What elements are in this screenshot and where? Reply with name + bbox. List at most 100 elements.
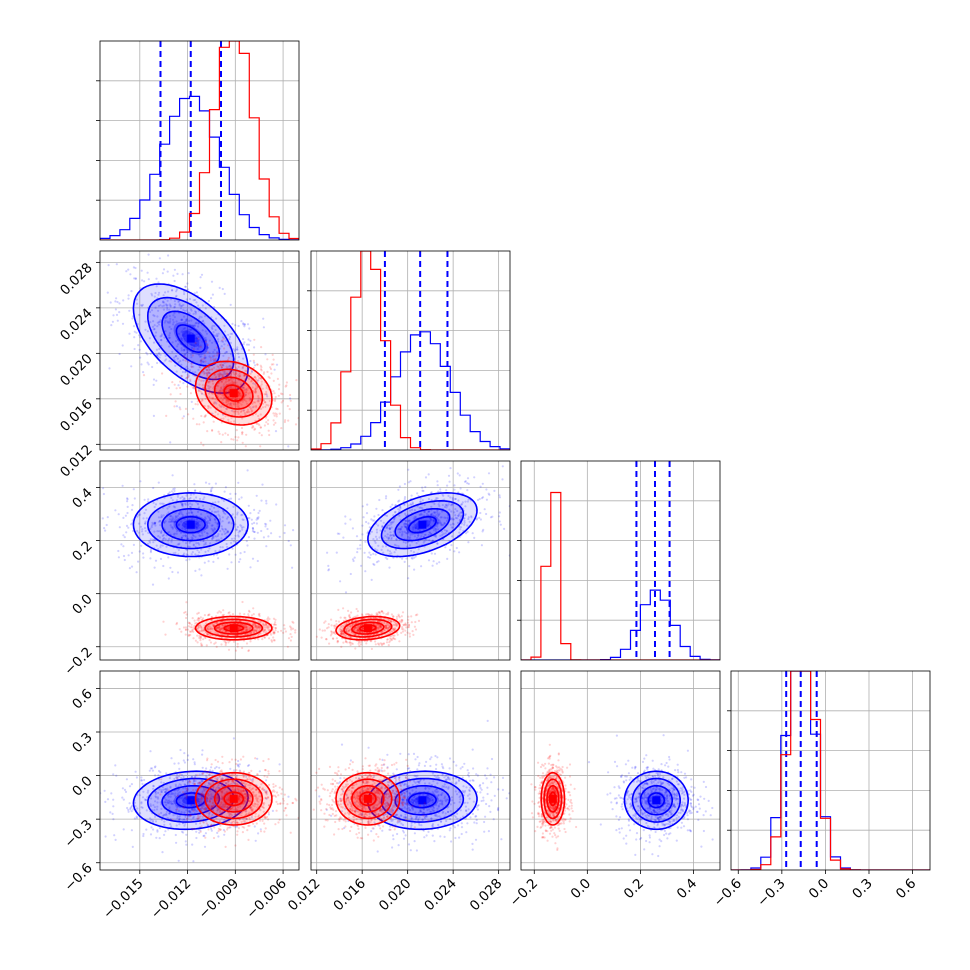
scatter-point bbox=[405, 526, 408, 529]
scatter-point bbox=[207, 371, 210, 374]
scatter-point bbox=[463, 480, 467, 483]
scatter-point bbox=[227, 418, 230, 421]
scatter-point bbox=[467, 498, 470, 501]
scatter-point bbox=[225, 528, 228, 531]
scatter-point bbox=[354, 622, 357, 625]
scatter-point bbox=[158, 320, 162, 324]
scatter-point bbox=[387, 626, 390, 629]
scatter-point bbox=[378, 625, 381, 628]
scatter-point bbox=[191, 537, 194, 540]
scatter-point bbox=[272, 632, 275, 635]
scatter-point bbox=[161, 305, 164, 308]
scatter-point bbox=[210, 827, 213, 830]
scatter-point bbox=[202, 421, 205, 424]
scatter-point bbox=[161, 372, 164, 375]
scatter-point bbox=[271, 353, 274, 356]
scatter-point bbox=[401, 611, 405, 614]
scatter-point bbox=[180, 304, 184, 307]
scatter-point bbox=[212, 387, 215, 390]
scatter-point bbox=[186, 549, 189, 552]
scatter-point bbox=[160, 338, 163, 342]
scatter-point bbox=[163, 823, 166, 826]
scatter-point bbox=[392, 628, 395, 631]
scatter-point bbox=[176, 793, 179, 796]
scatter-point bbox=[172, 792, 175, 795]
scatter-point bbox=[383, 629, 386, 632]
scatter-point bbox=[397, 500, 400, 503]
scatter-point bbox=[165, 803, 168, 806]
scatter-point bbox=[387, 644, 390, 647]
scatter-point bbox=[273, 399, 277, 403]
scatter-point bbox=[179, 307, 183, 310]
scatter-point bbox=[190, 356, 193, 359]
density-peak bbox=[363, 624, 372, 633]
scatter-point bbox=[360, 640, 363, 643]
scatter-point bbox=[173, 532, 176, 535]
scatter-point bbox=[344, 640, 347, 643]
scatter-point bbox=[95, 314, 97, 316]
scatter-point bbox=[213, 517, 216, 521]
scatter-point bbox=[404, 519, 407, 522]
scatter-point bbox=[388, 631, 391, 634]
scatter-point bbox=[354, 626, 357, 630]
scatter-point bbox=[254, 391, 257, 394]
scatter-point bbox=[175, 288, 178, 291]
scatter-point bbox=[210, 391, 213, 394]
scatter-point bbox=[144, 508, 148, 511]
scatter-point bbox=[229, 403, 232, 406]
scatter-point bbox=[198, 339, 201, 342]
scatter-point bbox=[229, 822, 233, 825]
scatter-point bbox=[237, 626, 241, 629]
scatter-point bbox=[481, 496, 485, 499]
scatter-point bbox=[459, 526, 463, 529]
scatter-point bbox=[184, 330, 187, 334]
scatter-point bbox=[211, 392, 214, 395]
scatter-point bbox=[125, 778, 128, 781]
scatter-point bbox=[290, 626, 293, 629]
scatter-point bbox=[157, 293, 160, 296]
scatter-point bbox=[209, 406, 212, 409]
scatter-point bbox=[272, 626, 275, 629]
scatter-point bbox=[434, 530, 438, 533]
scatter-point bbox=[137, 344, 140, 347]
scatter-point bbox=[356, 547, 359, 550]
scatter-point bbox=[216, 626, 219, 629]
scatter-point bbox=[126, 511, 129, 515]
scatter-point bbox=[388, 527, 391, 530]
scatter-point bbox=[218, 352, 221, 355]
scatter-point bbox=[156, 830, 159, 833]
scatter-point bbox=[221, 624, 224, 627]
scatter-point bbox=[238, 560, 241, 563]
scatter-point bbox=[177, 762, 180, 765]
scatter-point bbox=[127, 554, 130, 557]
scatter-point bbox=[182, 534, 185, 537]
scatter-point bbox=[448, 508, 451, 511]
scatter-point bbox=[413, 568, 416, 571]
scatter-point bbox=[185, 616, 188, 620]
scatter-point bbox=[200, 520, 203, 523]
scatter-point bbox=[165, 772, 168, 775]
contour-line bbox=[343, 618, 393, 638]
scatter-point bbox=[255, 522, 258, 525]
scatter-point bbox=[236, 348, 239, 351]
scatter-point bbox=[222, 364, 225, 367]
scatter-point bbox=[185, 494, 188, 497]
scatter-point bbox=[194, 639, 197, 642]
scatter-point bbox=[268, 637, 271, 640]
scatter-point bbox=[280, 401, 283, 404]
scatter-point bbox=[257, 400, 260, 403]
scatter-point bbox=[427, 510, 431, 513]
scatter-point bbox=[225, 407, 228, 410]
scatter-point bbox=[466, 500, 469, 503]
scatter-point bbox=[177, 792, 180, 795]
scatter-point bbox=[405, 531, 408, 535]
scatter-point bbox=[216, 384, 220, 388]
scatter-point bbox=[245, 391, 248, 394]
scatter-point bbox=[170, 791, 173, 794]
scatter-point bbox=[358, 630, 361, 633]
scatter-point bbox=[234, 825, 237, 828]
scatter-point bbox=[209, 769, 212, 772]
scatter-point bbox=[220, 790, 223, 793]
scatter-point bbox=[274, 618, 277, 621]
scatter-point bbox=[206, 351, 209, 354]
